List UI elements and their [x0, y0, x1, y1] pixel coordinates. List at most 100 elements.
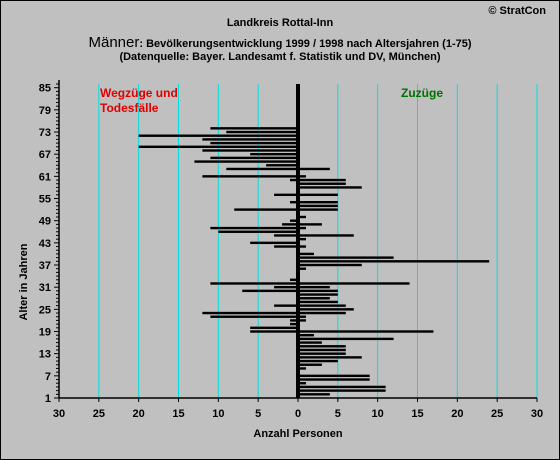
- bar-right-age-4: [298, 385, 386, 389]
- bar-left-age-73: [226, 130, 298, 134]
- y-tick-label-37: 37: [39, 260, 51, 272]
- x-axis-label: Anzahl Personen: [253, 428, 343, 440]
- copyright-label: © StratCon: [488, 5, 546, 17]
- y-tick-label-19: 19: [39, 327, 51, 339]
- bar-right-age-56: [298, 193, 338, 197]
- bar-left-age-66: [210, 156, 298, 160]
- bar-right-age-2: [298, 393, 330, 396]
- bar-left-age-42: [274, 245, 298, 248]
- bar-left-age-54: [290, 201, 298, 204]
- bar-right-age-25: [298, 308, 354, 311]
- axes-group: 1 7 13 19 25 31 37 43 49 55 61 67 73 79 85 30 25 20 15 10 5 0…: [39, 80, 543, 420]
- bar-right-age-11: [298, 359, 338, 363]
- title-description: : Bevölkerungsentwicklung 1999 / 1998 na…: [139, 38, 472, 50]
- bar-left-age-45: [274, 234, 298, 237]
- x-tick-label-3: 15: [172, 408, 184, 420]
- x-tick-label-10: 20: [451, 408, 463, 420]
- bar-left-age-72: [138, 134, 298, 137]
- bar-left-age-56: [274, 193, 298, 197]
- y-tick-label-61: 61: [39, 171, 51, 183]
- bar-right-age-38: [298, 260, 490, 263]
- bar-left-age-69: [138, 145, 298, 148]
- bar-right-age-52: [298, 208, 338, 211]
- bar-right-age-36: [298, 267, 306, 270]
- y-tick-label-13: 13: [39, 349, 51, 361]
- x-tick-label-2: 20: [133, 408, 145, 420]
- bar-left-age-21: [290, 322, 298, 326]
- bar-left-age-74: [210, 127, 298, 130]
- y-tick-label-73: 73: [39, 127, 51, 139]
- annotation-outflows-line1: Wegzüge und: [100, 86, 178, 100]
- bar-left-age-60: [290, 178, 298, 182]
- y-tick-label-7: 7: [45, 371, 51, 383]
- y-tick-label-43: 43: [39, 238, 51, 250]
- bar-left-age-63: [226, 167, 298, 171]
- bar-right-age-53: [298, 204, 338, 208]
- bar-right-age-63: [298, 167, 330, 171]
- bar-left-age-52: [234, 208, 298, 211]
- bar-left-age-65: [194, 160, 298, 163]
- chart-title-source: (Datenquelle: Bayer. Landesamt f. Statis…: [119, 51, 441, 63]
- x-tick-label-0: 30: [53, 408, 65, 420]
- bar-right-age-61: [298, 175, 306, 178]
- x-tick-label-6: 0: [295, 408, 301, 420]
- bar-right-age-48: [298, 223, 322, 226]
- bar-left-age-22: [290, 319, 298, 322]
- x-tick-label-7: 5: [335, 408, 341, 420]
- y-tick-label-55: 55: [39, 194, 51, 206]
- bar-right-age-23: [298, 315, 306, 318]
- bar-left-age-33: [290, 278, 298, 281]
- bar-right-age-27: [298, 300, 338, 304]
- y-tick-label-67: 67: [39, 149, 51, 161]
- bar-right-age-40: [298, 252, 314, 256]
- bars-group: [138, 127, 490, 396]
- bar-right-age-15: [298, 345, 346, 348]
- bar-left-age-70: [210, 141, 298, 145]
- bar-left-age-68: [202, 149, 298, 152]
- y-tick-label-25: 25: [39, 304, 51, 316]
- bar-right-age-22: [298, 319, 306, 322]
- bar-right-age-37: [298, 263, 362, 267]
- y-tick-label-85: 85: [39, 83, 51, 95]
- bar-left-age-67: [250, 152, 298, 156]
- bar-right-age-6: [298, 378, 370, 381]
- bar-right-age-16: [298, 341, 322, 344]
- bar-right-age-31: [298, 285, 330, 289]
- bar-left-age-30: [242, 289, 298, 293]
- bar-left-age-19: [250, 330, 298, 333]
- x-tick-label-9: 15: [411, 408, 423, 420]
- bar-right-age-44: [298, 237, 306, 241]
- bar-left-age-26: [274, 304, 298, 307]
- bar-right-age-29: [298, 293, 338, 296]
- y-tick-label-49: 49: [39, 216, 51, 228]
- bar-right-age-18: [298, 334, 314, 337]
- annotation-outflows-line2: Todesfälle: [100, 101, 159, 115]
- bar-left-age-47: [210, 226, 298, 230]
- bar-left-age-48: [282, 223, 298, 226]
- bar-left-age-46: [218, 230, 298, 233]
- bar-left-age-32: [210, 282, 298, 285]
- x-tick-label-5: 5: [255, 408, 261, 420]
- bar-right-age-30: [298, 289, 338, 293]
- bar-right-age-24: [298, 311, 346, 315]
- bar-right-age-9: [298, 367, 306, 370]
- annotation-outflows: Wegzüge und Todesfälle: [100, 86, 178, 116]
- bar-left-age-49: [290, 219, 298, 222]
- y-tick-label-1: 1: [45, 393, 51, 405]
- bar-right-age-3: [298, 389, 386, 392]
- bar-left-age-61: [202, 175, 298, 178]
- bar-left-age-43: [250, 241, 298, 245]
- bar-right-age-59: [298, 182, 346, 185]
- x-tick-label-11: 25: [491, 408, 503, 420]
- chart-title-main: Männer: Bevölkerungsentwicklung 1999 / 1…: [0, 34, 560, 51]
- bar-right-age-54: [298, 201, 338, 204]
- bar-right-age-10: [298, 363, 322, 366]
- bar-left-age-23: [210, 315, 298, 318]
- bar-right-age-39: [298, 256, 394, 259]
- bar-left-age-64: [266, 164, 298, 167]
- bar-right-age-45: [298, 234, 354, 237]
- bar-right-age-47: [298, 226, 306, 230]
- bar-left-age-71: [202, 138, 298, 141]
- bar-right-age-42: [298, 245, 306, 248]
